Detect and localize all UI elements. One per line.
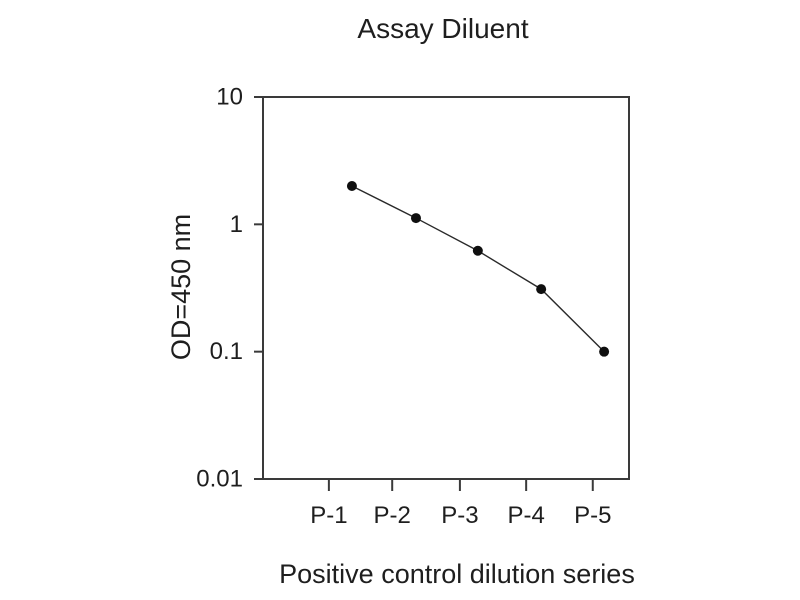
x-tick-label: P-1 xyxy=(310,502,347,529)
data-point-marker xyxy=(472,245,483,256)
series-line xyxy=(351,185,605,353)
y-tick-label: 0.01 xyxy=(196,466,243,493)
data-point-marker xyxy=(599,346,610,357)
y-tick-label: 10 xyxy=(216,84,243,111)
x-tick-label: P-5 xyxy=(574,502,611,529)
plot-frame xyxy=(262,96,630,480)
x-axis-title: Positive control dilution series xyxy=(279,559,635,589)
y-axis-ticks: 10 1 0.1 0.01 xyxy=(196,84,263,493)
x-tick-label: P-2 xyxy=(374,502,411,529)
y-tick-label: 0.1 xyxy=(210,338,243,365)
chart-title: Assay Diluent xyxy=(357,13,528,44)
data-point-marker xyxy=(536,284,547,295)
y-axis-title: OD=450 nm xyxy=(166,214,196,360)
x-tick-label: P-3 xyxy=(441,502,478,529)
x-axis-ticks: P-1 P-2 P-3 P-4 P-5 xyxy=(310,479,611,529)
y-tick-label: 1 xyxy=(230,211,243,238)
data-point-marker xyxy=(346,181,357,192)
data-point-marker xyxy=(410,213,421,224)
x-tick-label: P-4 xyxy=(507,502,544,529)
data-series xyxy=(346,181,610,357)
